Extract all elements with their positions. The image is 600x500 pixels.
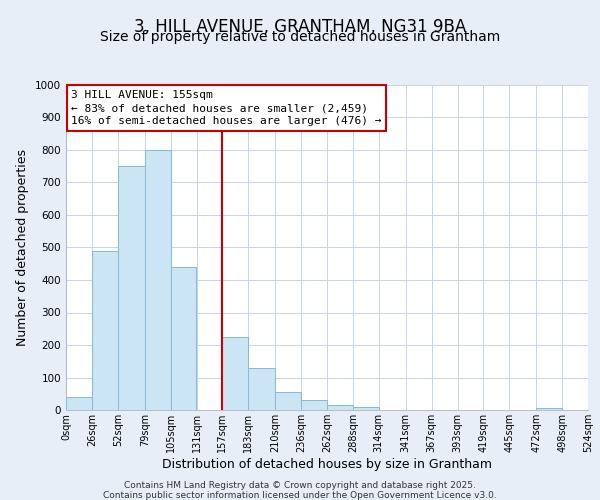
Text: Size of property relative to detached houses in Grantham: Size of property relative to detached ho… (100, 30, 500, 44)
Bar (170, 267, 196, 410)
Bar (92, 250, 118, 410)
Bar (248, 368, 275, 410)
Bar (275, 392, 301, 410)
X-axis label: Distribution of detached houses by size in Grantham: Distribution of detached houses by size … (162, 458, 492, 470)
Bar (353, 407, 379, 410)
Bar (301, 400, 327, 410)
Bar (118, 166, 145, 410)
Text: Contains public sector information licensed under the Open Government Licence v3: Contains public sector information licen… (103, 491, 497, 500)
Bar (536, 408, 562, 410)
Text: 3, HILL AVENUE, GRANTHAM, NG31 9BA: 3, HILL AVENUE, GRANTHAM, NG31 9BA (134, 18, 466, 36)
Text: 3 HILL AVENUE: 155sqm
← 83% of detached houses are smaller (2,459)
16% of semi-d: 3 HILL AVENUE: 155sqm ← 83% of detached … (71, 90, 382, 126)
Bar (223, 337, 248, 410)
Y-axis label: Number of detached properties: Number of detached properties (16, 149, 29, 346)
Bar (66, 397, 92, 410)
Text: Contains HM Land Registry data © Crown copyright and database right 2025.: Contains HM Land Registry data © Crown c… (124, 481, 476, 490)
Bar (327, 405, 353, 410)
Bar (145, 150, 170, 410)
